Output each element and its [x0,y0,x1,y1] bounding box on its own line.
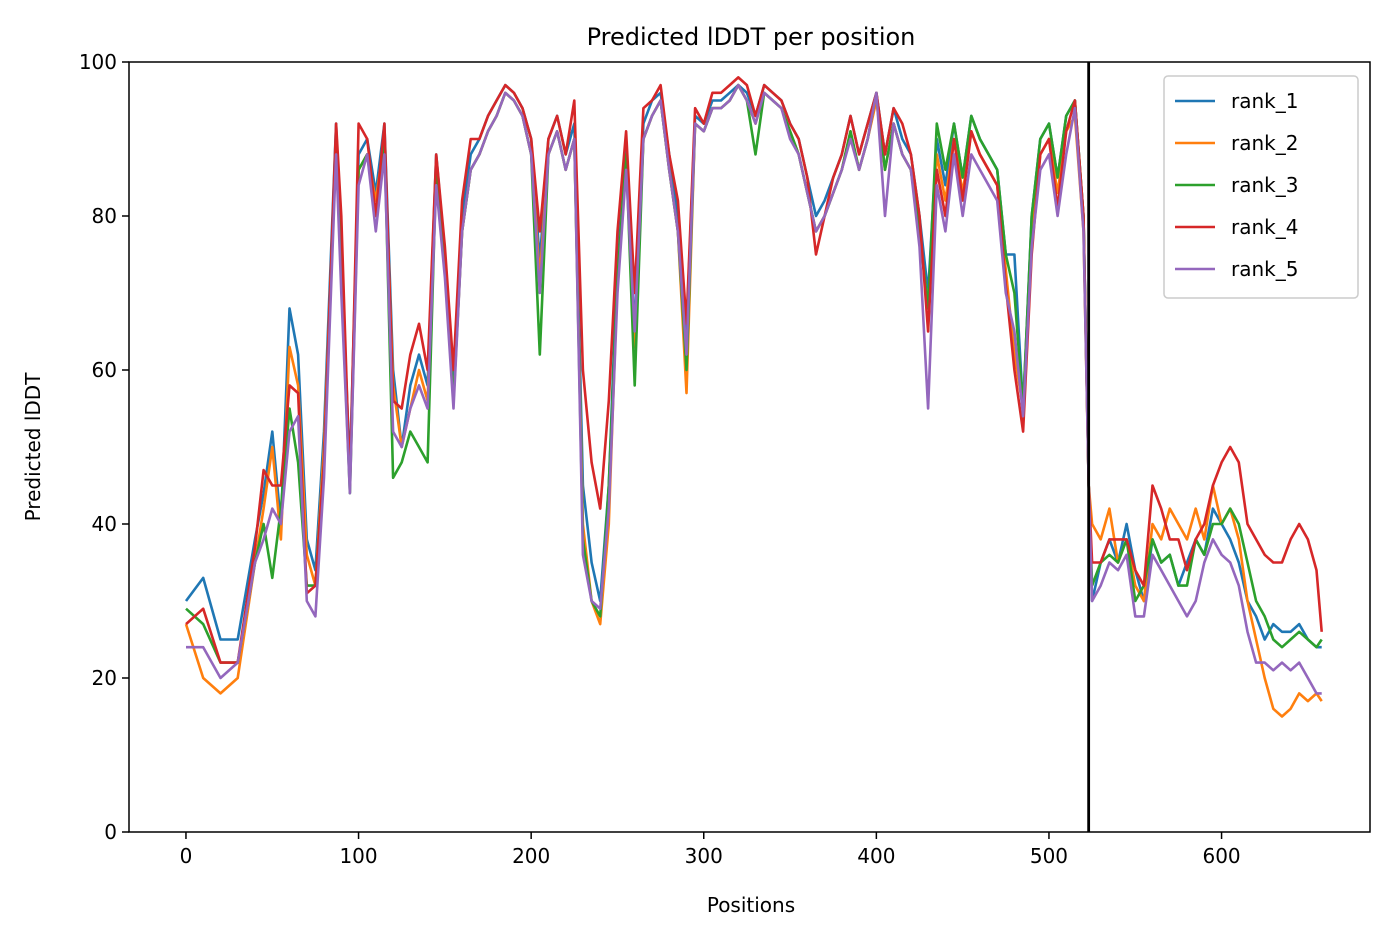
y-tick-label: 20 [92,666,117,690]
x-tick-label: 500 [1030,844,1068,868]
y-tick-label: 80 [92,204,117,228]
legend-label-rank_4: rank_4 [1231,215,1298,239]
legend: rank_1 rank_2 rank_3 rank_4 rank_5 [1163,75,1359,299]
y-axis: 0 20 40 60 80 100 [79,50,129,844]
x-axis: 0 100 200 300 400 500 600 [180,832,1241,868]
series-line-rank_4 [185,76,1323,664]
series-line-rank_5 [186,83,1322,695]
x-axis-label: Positions [707,893,795,917]
y-tick-label: 100 [79,50,117,74]
plot-frame [128,61,1371,833]
legend-label-rank_1: rank_1 [1231,89,1298,113]
legend-label-rank_2: rank_2 [1231,131,1298,155]
y-axis-label: Predicted lDDT [21,372,45,522]
y-tick-label: 0 [104,820,117,844]
legend-label-rank_5: rank_5 [1231,257,1298,281]
x-tick-label: 200 [512,844,550,868]
x-tick-label: 100 [339,844,377,868]
legend-box [1163,75,1359,299]
legend-label-rank_3: rank_3 [1231,173,1298,197]
x-tick-label: 0 [180,844,193,868]
plot-area [184,62,1323,832]
chart-title: Predicted lDDT per position [587,23,916,51]
x-tick-label: 400 [857,844,895,868]
x-tick-label: 600 [1202,844,1240,868]
y-tick-label: 40 [92,512,117,536]
y-tick-label: 60 [92,358,117,382]
x-tick-label: 300 [685,844,723,868]
